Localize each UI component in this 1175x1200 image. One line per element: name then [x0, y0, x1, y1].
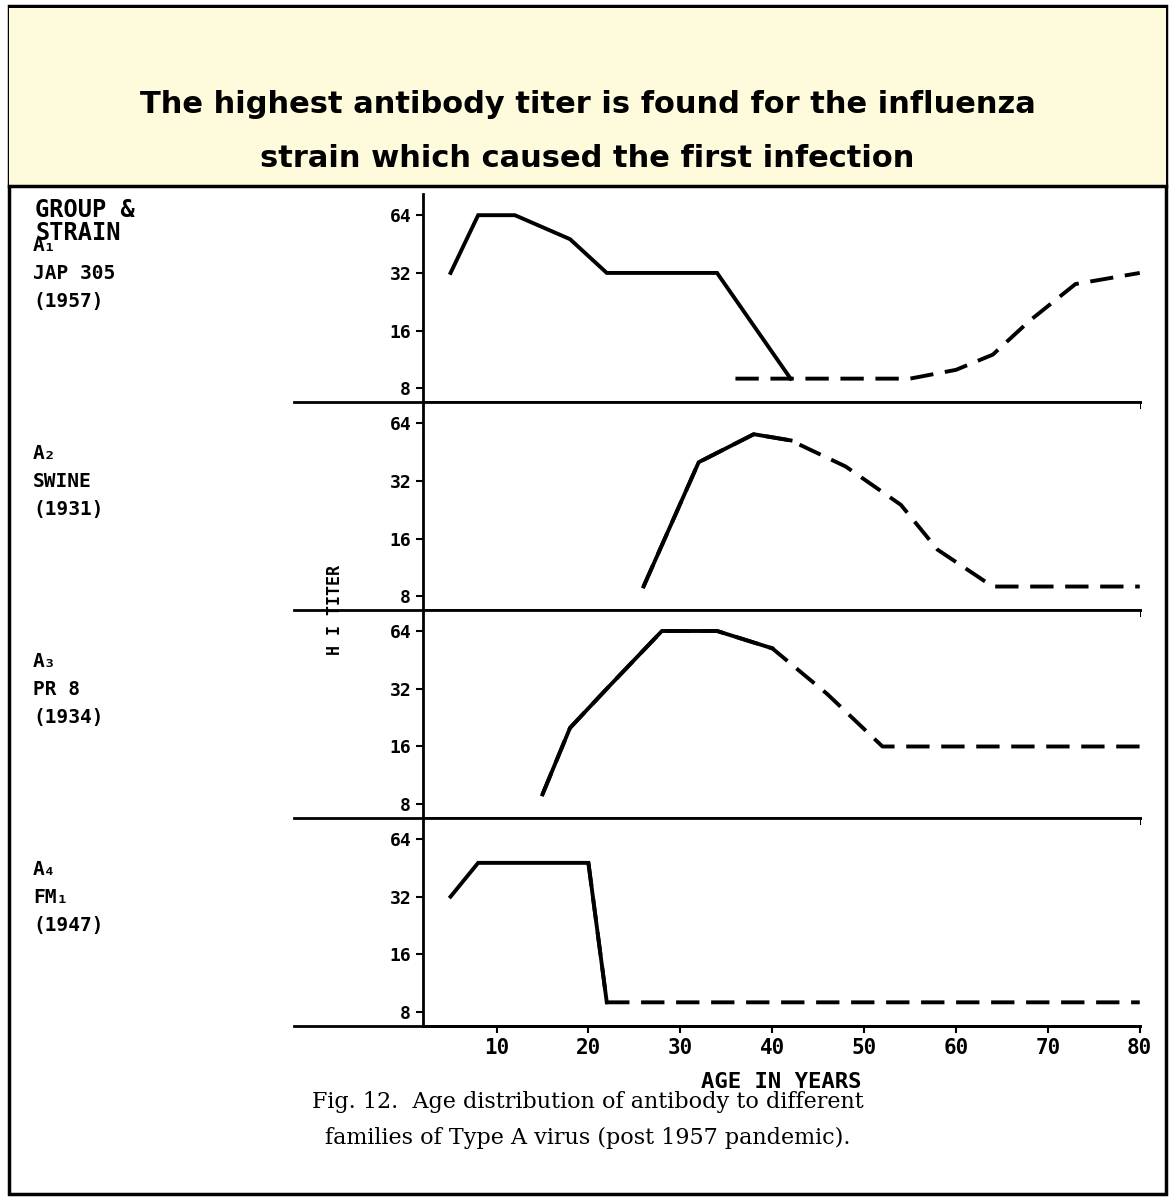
Text: A₄
FM₁
(1947): A₄ FM₁ (1947) — [33, 859, 103, 935]
Text: GROUP &: GROUP & — [35, 198, 135, 222]
Text: families of Type A virus (post 1957 pandemic).: families of Type A virus (post 1957 pand… — [324, 1127, 851, 1148]
Text: Fig. 12.  Age distribution of antibody to different: Fig. 12. Age distribution of antibody to… — [311, 1091, 864, 1112]
Text: strain which caused the first infection: strain which caused the first infection — [261, 144, 914, 173]
Text: The highest antibody titer is found for the influenza: The highest antibody titer is found for … — [140, 90, 1035, 119]
Text: A₃
PR 8
(1934): A₃ PR 8 (1934) — [33, 652, 103, 727]
Text: A₂
SWINE
(1931): A₂ SWINE (1931) — [33, 444, 103, 518]
Text: STRAIN: STRAIN — [35, 221, 121, 245]
Text: H I TITER: H I TITER — [325, 565, 344, 655]
X-axis label: AGE IN YEARS: AGE IN YEARS — [701, 1072, 861, 1092]
Text: A₁
JAP 305
(1957): A₁ JAP 305 (1957) — [33, 236, 115, 311]
